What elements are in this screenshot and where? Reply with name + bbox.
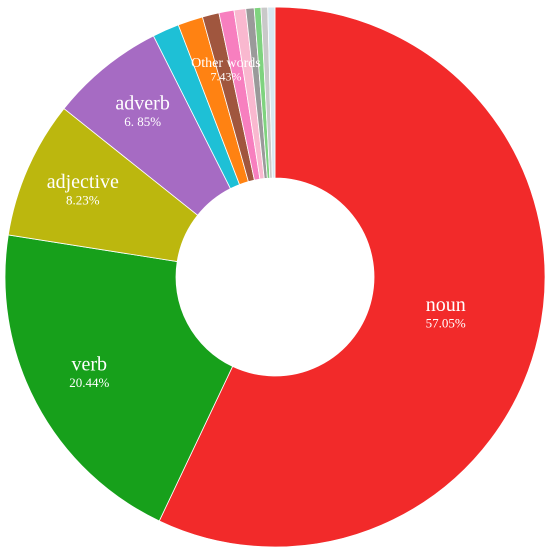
slice-label: adjective <box>47 171 119 193</box>
donut-slice <box>158 6 546 548</box>
slice-label: verb <box>72 354 108 376</box>
donut-slice <box>267 6 276 179</box>
slice-value-label: 8.23% <box>66 192 100 207</box>
donut-slice <box>4 234 234 522</box>
group-value-label: 7.43% <box>210 69 241 83</box>
slice-value-label: 6. 85% <box>124 114 161 129</box>
slice-value-label: 57.05% <box>426 315 466 330</box>
slice-value-label: 20.44% <box>69 375 109 390</box>
slice-label: noun <box>426 294 466 316</box>
group-label: Other words <box>191 56 261 71</box>
slice-label: adverb <box>115 93 169 115</box>
